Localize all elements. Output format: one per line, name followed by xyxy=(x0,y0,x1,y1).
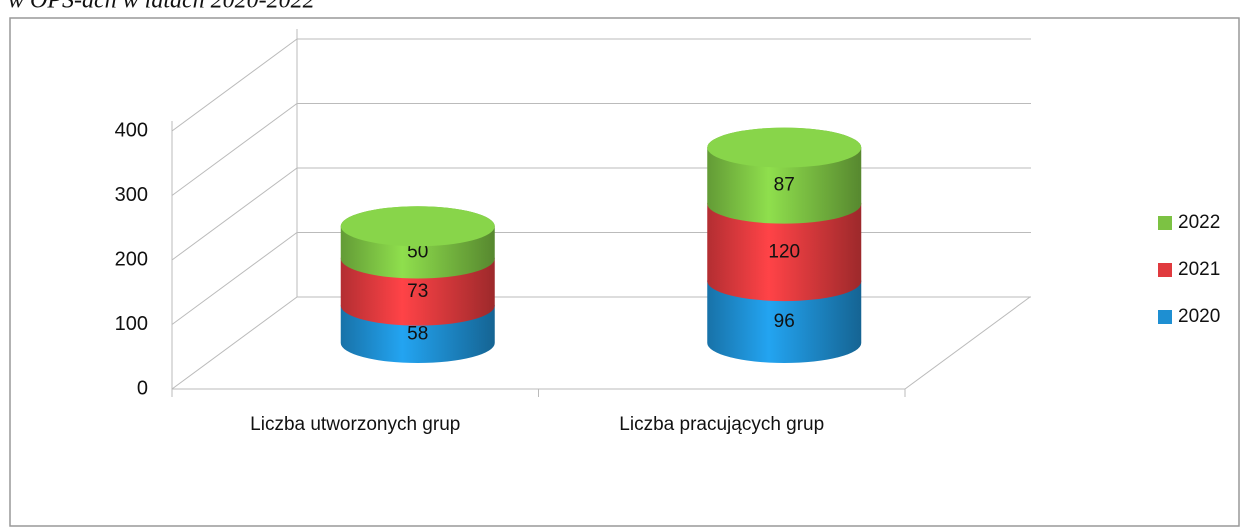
grid-line xyxy=(171,38,1031,132)
grid-line xyxy=(171,296,1031,390)
data-label: 50 xyxy=(407,241,428,262)
data-label: 120 xyxy=(768,241,800,262)
grid-line xyxy=(171,167,1031,261)
data-label: 73 xyxy=(407,281,428,302)
legend-swatch xyxy=(1158,216,1172,230)
grid-line xyxy=(171,103,1031,196)
bar-top xyxy=(340,206,495,247)
chart-frame xyxy=(9,17,1240,527)
data-label: 58 xyxy=(407,323,428,344)
y-tick-label: 200 xyxy=(115,248,148,270)
y-tick-label: 300 xyxy=(115,184,148,206)
y-tick-label: 0 xyxy=(137,377,148,399)
legend-label: 2020 xyxy=(1178,306,1220,327)
data-label: 87 xyxy=(774,175,795,196)
floor-edge xyxy=(904,296,1031,390)
y-tick-label: 400 xyxy=(115,119,148,141)
bar-top xyxy=(707,127,862,168)
data-label: 96 xyxy=(774,311,795,332)
y-tick-label: 100 xyxy=(115,313,148,335)
legend-label: 2022 xyxy=(1178,212,1220,233)
legend-swatch xyxy=(1158,263,1172,277)
x-tick-label: Liczba pracujących grup xyxy=(619,414,824,435)
chart-title: w OPS-ach w latach 2020-2022 xyxy=(8,0,315,14)
grid-line xyxy=(171,232,1031,325)
legend-swatch xyxy=(1158,310,1172,324)
legend-label: 2021 xyxy=(1178,259,1220,280)
x-tick-label: Liczba utworzonych grup xyxy=(250,414,460,435)
